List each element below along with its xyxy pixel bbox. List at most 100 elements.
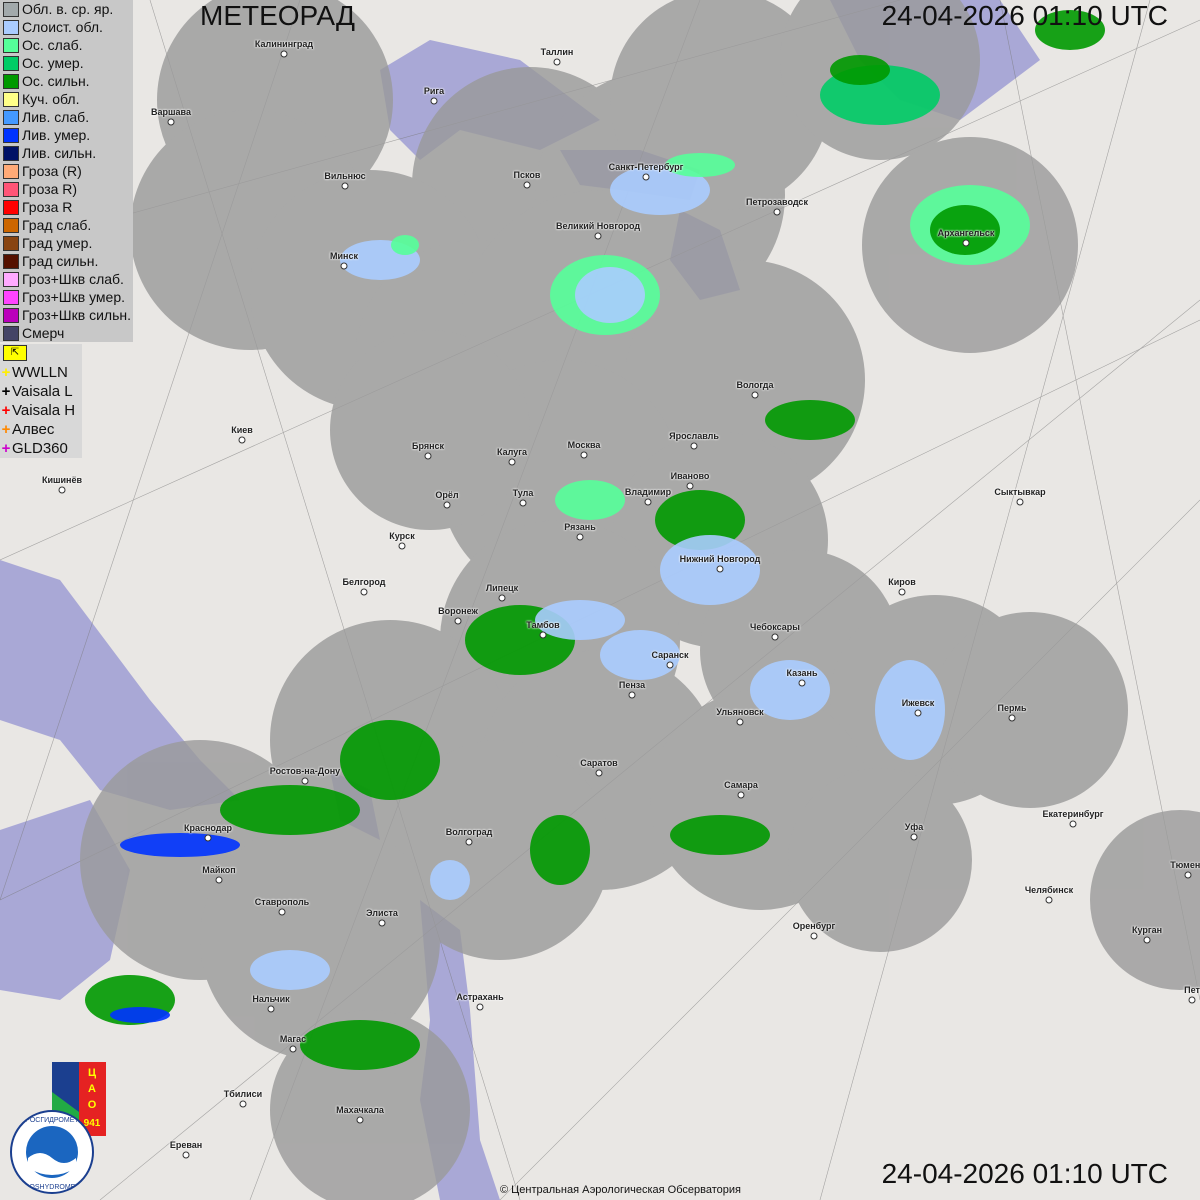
- city-label: Ижевск: [901, 698, 935, 708]
- city-marker: [398, 542, 406, 550]
- precipitation-area: [875, 660, 945, 760]
- lightning-legend-label: Vaisala L: [12, 383, 73, 400]
- city-label: Екатеринбург: [1042, 809, 1104, 819]
- precipitation-area: [120, 833, 240, 857]
- city-marker: [1188, 996, 1196, 1004]
- city-label: Иваново: [670, 471, 710, 481]
- lightning-legend: ⇱ + WWLLN + Vaisala L + Vaisala H + Алвес + GLD36…: [0, 344, 82, 458]
- precipitation-area: [340, 720, 440, 800]
- city-label: Махачкала: [336, 1105, 384, 1115]
- city-marker: [798, 679, 806, 687]
- city-label: Липецк: [485, 583, 519, 593]
- city-label: Майкоп: [202, 865, 236, 875]
- city-marker: [301, 777, 309, 785]
- city-marker: [508, 458, 516, 466]
- city-marker: [360, 588, 368, 596]
- legend-swatch: [3, 55, 19, 71]
- city-marker: [430, 97, 438, 105]
- legend-swatch: [3, 91, 19, 107]
- legend-label: Лив. сильн.: [22, 145, 97, 161]
- legend-swatch: [3, 1, 19, 17]
- city-label: Кишинёв: [41, 475, 83, 485]
- legend-label: Куч. обл.: [22, 91, 80, 107]
- precipitation-area: [600, 630, 680, 680]
- city-label: Рязань: [564, 522, 596, 532]
- legend-swatch: [3, 253, 19, 269]
- city-label: Варшава: [151, 107, 191, 117]
- radar-circle: [330, 330, 530, 530]
- legend-item: Гроз+Шкв слаб.: [0, 270, 133, 288]
- legend-item: Гроз+Шкв сильн.: [0, 306, 133, 324]
- city-label: Калуга: [497, 447, 527, 457]
- precipitation-area: [660, 535, 760, 605]
- lightning-cross-icon: +: [1, 364, 11, 381]
- legend-label: Гроз+Шкв слаб.: [22, 271, 124, 287]
- city-label: Уфа: [904, 822, 924, 832]
- legend-label: Смерч: [22, 325, 65, 341]
- legend-item: Град сильн.: [0, 252, 133, 270]
- legend-label: Град сильн.: [22, 253, 99, 269]
- precipitation-area: [750, 660, 830, 720]
- roshydromet-logo: РОСГИДРОМЕТ ROSHYDROMET: [10, 1110, 94, 1194]
- radar-circle: [788, 768, 972, 952]
- precipitation-area: [575, 267, 645, 323]
- city-marker: [628, 691, 636, 699]
- lightning-legend-item: + Алвес: [0, 420, 82, 439]
- city-label: Волгоград: [445, 827, 493, 837]
- svg-text:А: А: [88, 1083, 96, 1095]
- lightning-legend-item: + Vaisala H: [0, 401, 82, 420]
- city-label: Челябинск: [1024, 885, 1074, 895]
- legend-item: Гроз+Шкв умер.: [0, 288, 133, 306]
- radar-circle: [200, 820, 440, 1060]
- city-marker: [539, 631, 547, 639]
- legend-label: Гроза R: [22, 199, 73, 215]
- lightning-legend-item: + WWLLN: [0, 363, 82, 382]
- legend-swatch: [3, 37, 19, 53]
- city-label: Пенза: [618, 680, 646, 690]
- city-label: Архангельск: [937, 228, 995, 238]
- city-label: Чебоксары: [750, 622, 800, 632]
- city-label: Белгород: [342, 577, 386, 587]
- radar-circle: [390, 740, 610, 960]
- legend-swatch: [3, 181, 19, 197]
- city-label: Саранск: [651, 650, 689, 660]
- precipitation-area: [1035, 10, 1105, 50]
- legend-label: Обл. в. ср. яр.: [22, 1, 114, 17]
- legend-swatch: [3, 307, 19, 323]
- timestamp-bottom: 24-04-2026 01:10 UTC: [881, 1158, 1168, 1189]
- city-marker: [341, 182, 349, 190]
- city-label: Сыктывкар: [994, 487, 1046, 497]
- city-marker: [1069, 820, 1077, 828]
- precipitation-area: [655, 490, 745, 550]
- legend-item: Смерч: [0, 324, 133, 342]
- city-label: Курган: [1131, 925, 1163, 935]
- flag-icon[interactable]: ⇱: [3, 345, 27, 361]
- city-marker: [666, 661, 674, 669]
- city-marker: [1184, 871, 1192, 879]
- app-title: МЕТЕОРАД: [200, 0, 355, 31]
- legend-swatch: [3, 325, 19, 341]
- radar-circle: [932, 612, 1128, 808]
- city-marker: [289, 1045, 297, 1053]
- city-marker: [716, 565, 724, 573]
- legend-label: Гроза (R): [22, 163, 82, 179]
- legend-swatch: [3, 271, 19, 287]
- city-label: Краснодар: [183, 823, 233, 833]
- lightning-legend-label: Алвес: [12, 421, 55, 438]
- legend-label: Гроз+Шкв сильн.: [22, 307, 131, 323]
- city-label: Магас: [279, 1034, 307, 1044]
- city-label: Калининград: [254, 39, 314, 49]
- city-label: Вильнюс: [324, 171, 366, 181]
- city-label: Киров: [888, 577, 916, 587]
- lightning-legend-label: Vaisala H: [12, 402, 76, 419]
- radar-circle: [1090, 810, 1200, 990]
- city-label: Тула: [512, 488, 534, 498]
- legend-label: Лив. умер.: [22, 127, 91, 143]
- city-marker: [454, 617, 462, 625]
- city-label: Вологда: [736, 380, 774, 390]
- city-marker: [238, 436, 246, 444]
- timestamp-top: 24-04-2026 01:10 UTC: [881, 0, 1168, 31]
- city-label: Самара: [724, 780, 758, 790]
- legend-item: Гроза (R): [0, 162, 133, 180]
